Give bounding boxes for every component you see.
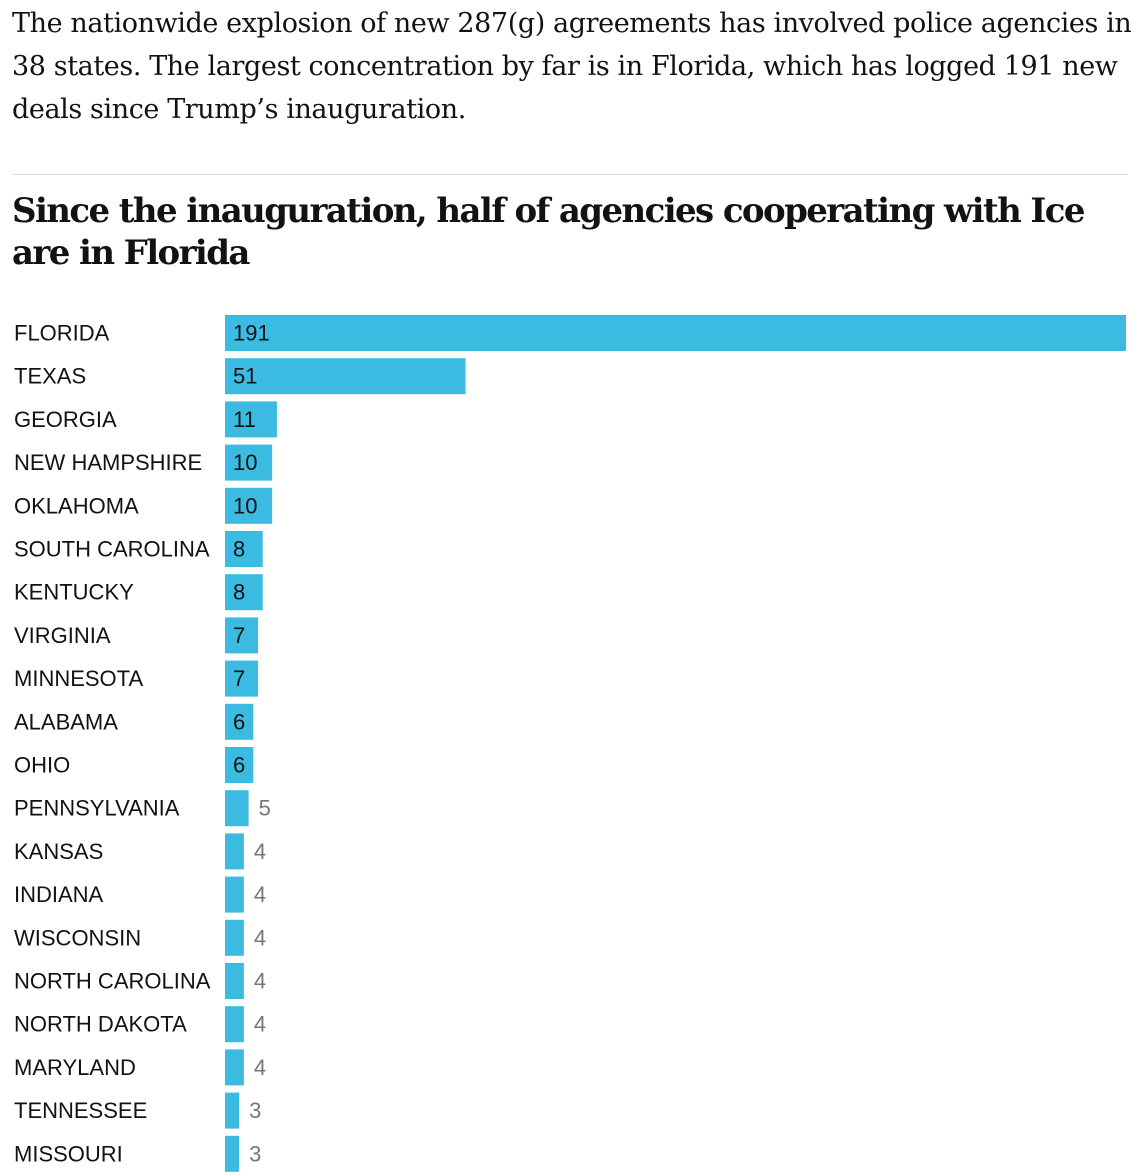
value-label: 3 <box>249 1098 261 1123</box>
category-label: KANSAS <box>14 839 103 864</box>
category-label: MARYLAND <box>14 1055 136 1080</box>
category-label: NEW HAMPSHIRE <box>14 450 202 475</box>
bar <box>225 401 277 438</box>
bar <box>225 747 254 783</box>
bar <box>225 1135 240 1172</box>
category-label: OKLAHOMA <box>14 493 139 518</box>
chart-title: Since the inauguration, half of agencies… <box>12 191 1085 273</box>
bar <box>225 876 244 913</box>
bar <box>225 1049 244 1086</box>
category-label: WISCONSIN <box>14 925 141 950</box>
bar <box>225 574 263 611</box>
value-label: 4 <box>254 839 266 864</box>
section-divider <box>12 174 1128 175</box>
category-label: TENNESSEE <box>14 1098 147 1123</box>
value-label: 11 <box>233 407 256 432</box>
category-label: OHIO <box>14 753 70 778</box>
category-label: NORTH CAROLINA <box>14 969 211 994</box>
bar <box>225 790 249 827</box>
category-label: GEORGIA <box>14 407 117 432</box>
value-label: 7 <box>233 623 245 648</box>
value-label: 7 <box>233 666 245 691</box>
value-label: 6 <box>233 753 245 778</box>
category-label: MINNESOTA <box>14 666 143 691</box>
bar <box>225 315 1126 351</box>
category-label: VIRGINIA <box>14 623 111 648</box>
value-label: 10 <box>233 493 257 518</box>
category-label: INDIANA <box>14 882 104 907</box>
bar <box>225 919 244 956</box>
bar <box>225 531 263 567</box>
bar <box>225 1006 244 1043</box>
category-label: FLORIDA <box>14 321 110 346</box>
value-label: 6 <box>233 709 245 734</box>
value-label: 5 <box>259 796 271 821</box>
value-label: 4 <box>254 925 266 950</box>
value-label: 4 <box>254 882 266 907</box>
category-label: MISSOURI <box>14 1141 123 1166</box>
value-label: 51 <box>233 364 257 389</box>
category-label: ALABAMA <box>14 709 118 734</box>
bar <box>225 617 259 654</box>
bar <box>225 963 244 999</box>
intro-paragraph: The nationwide explosion of new 287(g) a… <box>12 8 1132 125</box>
bar <box>225 358 466 395</box>
bar <box>225 1092 240 1129</box>
value-label: 8 <box>233 580 245 605</box>
bar <box>225 487 273 524</box>
bar <box>225 660 259 697</box>
value-label: 8 <box>233 537 245 562</box>
value-label: 4 <box>254 969 266 994</box>
bar <box>225 444 273 481</box>
category-label: TEXAS <box>14 364 86 389</box>
value-label: 4 <box>254 1012 266 1037</box>
category-label: NORTH DAKOTA <box>14 1012 187 1037</box>
category-label: SOUTH CAROLINA <box>14 537 210 562</box>
value-label: 191 <box>233 321 270 346</box>
bar <box>225 703 254 740</box>
value-label: 10 <box>233 450 257 475</box>
category-label: KENTUCKY <box>14 580 134 605</box>
value-label: 4 <box>254 1055 266 1080</box>
bar <box>225 833 244 870</box>
value-label: 3 <box>249 1141 261 1166</box>
category-label: PENNSYLVANIA <box>14 796 180 821</box>
